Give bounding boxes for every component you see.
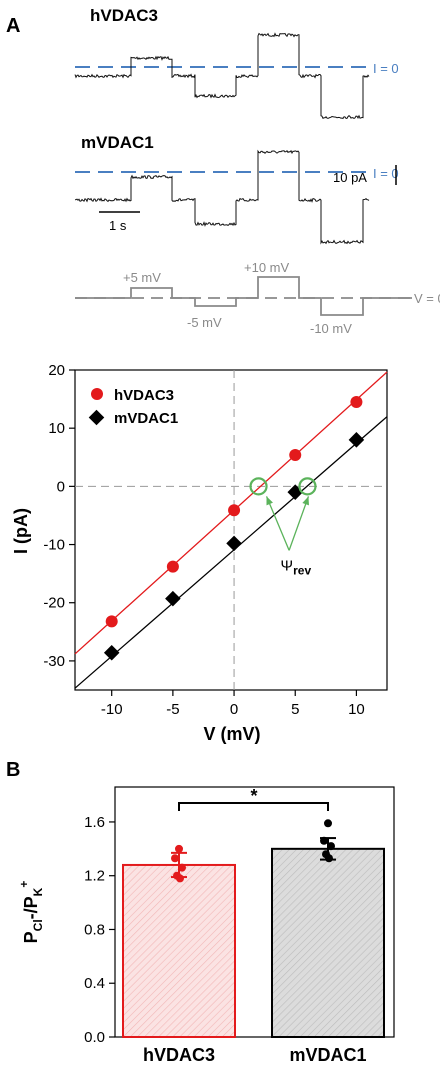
bar-plot: B 0.0 0.4 0.8 1.2 1.6 * hVDAC3 mVDAC1 PCl-/P… — [6, 759, 395, 1065]
reversal-potential-label: Ψrev — [281, 558, 312, 578]
y-tick-label: 0.4 — [84, 975, 105, 992]
panel-a: A hVDAC3 mVDAC1 I = 0 I = 0 10 pA 1 s V … — [6, 6, 440, 336]
y-tick-label: 20 — [48, 362, 65, 379]
legend-marker-hvdac3 — [91, 388, 103, 400]
bar-category-label: hVDAC3 — [143, 1045, 215, 1065]
zero-current-label-mvdac1: I = 0 — [373, 166, 399, 181]
y-tick-label: 1.6 — [84, 814, 105, 831]
bar-mvdac1 — [271, 847, 385, 1038]
legend-label-hvdac3: hVDAC3 — [114, 387, 174, 404]
data-point-mvdac1 — [103, 644, 120, 661]
zero-current-label-hvdac3: I = 0 — [373, 61, 399, 76]
voltage-step-label: +5 mV — [123, 270, 161, 285]
x-tick-label: 10 — [348, 701, 365, 718]
reversal-point-marker — [249, 477, 268, 496]
panel-letter-a: A — [6, 15, 20, 37]
bar-plot-frame — [114, 786, 395, 1038]
bar-y-axis-title: PCl-/PK+ — [17, 881, 45, 944]
x-tick-label: -10 — [101, 701, 123, 718]
voltage-step-label: -5 mV — [187, 315, 222, 330]
x-tick-label: -5 — [166, 701, 179, 718]
data-point-hvdac3 — [289, 448, 302, 461]
y-tick-label: 0.8 — [84, 921, 105, 938]
y-tick-label: 0 — [57, 478, 65, 495]
y-tick-label: 0.0 — [84, 1029, 105, 1046]
significance-marker: * — [250, 786, 257, 806]
y-tick-label: -20 — [43, 595, 65, 612]
reversal-arrow — [265, 496, 290, 551]
iv-plot-frame — [74, 369, 388, 691]
y-tick-label: -10 — [43, 537, 65, 554]
iv-plot: -10 -5 0 5 10 20 10 0 -10 -20 -30 Ψrev hVDAC3 mVDA… — [11, 362, 388, 744]
trace-label-hvdac3: hVDAC3 — [90, 6, 158, 25]
replicate-point — [324, 819, 332, 828]
fit-line-mvdac1 — [74, 416, 388, 689]
reversal-arrow — [288, 496, 310, 551]
replicate-point — [176, 874, 184, 883]
panel-letter-b: B — [6, 759, 20, 781]
replicate-point — [325, 854, 333, 863]
reversal-arrow-head — [302, 496, 309, 506]
replicate-point — [175, 844, 183, 853]
time-scale-label: 1 s — [109, 218, 127, 233]
data-point-mvdac1 — [348, 432, 365, 448]
zero-voltage-label: V = 0 — [414, 291, 440, 306]
bar-hvdac3 — [122, 863, 236, 1038]
data-point-mvdac1 — [226, 535, 242, 552]
data-point-hvdac3 — [350, 396, 363, 408]
voltage-step-label: -10 mV — [310, 321, 352, 336]
iv-x-axis-title: V (mV) — [203, 724, 260, 744]
y-tick-label: 1.2 — [84, 868, 105, 885]
current-trace-hvdac3 — [74, 32, 370, 120]
voltage-protocol-trace — [75, 276, 412, 316]
x-tick-label: 0 — [230, 701, 238, 718]
data-point-hvdac3 — [166, 560, 179, 573]
data-point-mvdac1 — [165, 590, 181, 607]
y-tick-label: -30 — [43, 653, 65, 670]
significance-bracket — [178, 802, 329, 811]
x-tick-label: 5 — [291, 701, 299, 718]
replicate-point — [178, 863, 186, 872]
current-trace-mvdac1 — [74, 149, 370, 245]
data-point-hvdac3 — [105, 615, 118, 628]
y-tick-label: 10 — [48, 420, 65, 437]
voltage-step-label: +10 mV — [244, 260, 289, 275]
replicate-point — [320, 836, 328, 845]
trace-label-mvdac1: mVDAC1 — [81, 133, 154, 152]
reversal-point-marker — [298, 477, 317, 496]
legend-marker-mvdac1 — [88, 409, 105, 426]
bar-category-label: mVDAC1 — [289, 1045, 366, 1065]
replicate-point — [171, 854, 179, 863]
current-scale-label: 10 pA — [333, 170, 367, 185]
reversal-arrow-head — [266, 496, 273, 506]
replicate-point — [327, 842, 335, 851]
data-point-hvdac3 — [228, 504, 241, 517]
legend-label-mvdac1: mVDAC1 — [114, 410, 178, 427]
iv-y-axis-title: I (pA) — [11, 508, 31, 554]
